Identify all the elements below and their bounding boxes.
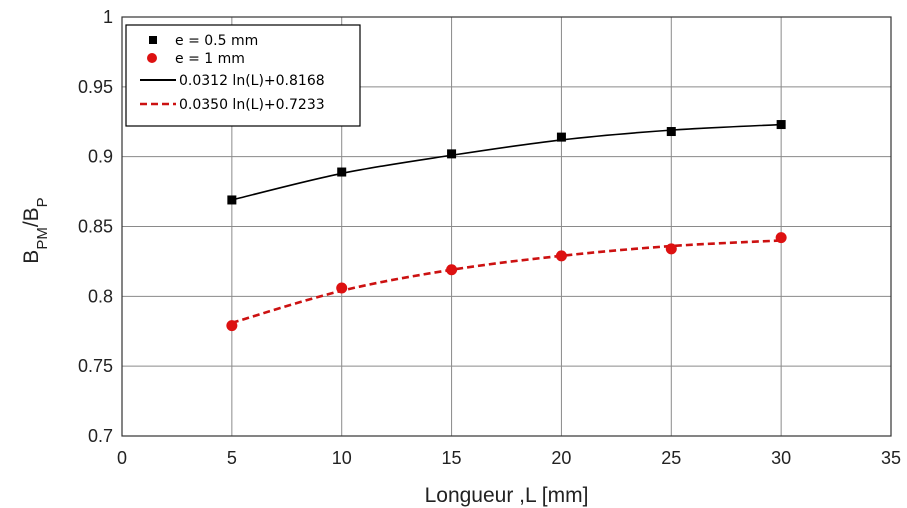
y-axis-title-sub1: PM bbox=[34, 227, 51, 250]
data-point-e1 bbox=[446, 264, 458, 276]
data-point-e05 bbox=[776, 120, 786, 130]
series-line-e1-fit bbox=[231, 239, 782, 325]
legend-label: e = 1 mm bbox=[175, 51, 245, 67]
x-axis-title: Longueur ,L [mm] bbox=[425, 484, 589, 507]
legend-label: 0.0350 ln(L)+0.7233 bbox=[179, 97, 325, 113]
y-tick-label: 0.75 bbox=[78, 356, 113, 376]
data-point-e1 bbox=[336, 282, 348, 294]
series-layer bbox=[226, 120, 787, 332]
x-tick-label: 5 bbox=[227, 448, 237, 468]
y-tick-label: 0.7 bbox=[88, 426, 113, 446]
legend-label: e = 0.5 mm bbox=[175, 33, 258, 49]
data-point-e1 bbox=[226, 320, 238, 332]
data-point-e1 bbox=[555, 250, 567, 262]
legend-marker-e05 bbox=[149, 36, 157, 44]
series-line-e05-fit bbox=[231, 123, 782, 201]
x-axis: 0 5 10 15 20 25 30 35 bbox=[117, 448, 901, 468]
x-tick-label: 0 bbox=[117, 448, 127, 468]
data-point-e05 bbox=[556, 132, 566, 142]
legend-box bbox=[125, 24, 361, 127]
plot-frame bbox=[121, 16, 892, 437]
y-axis-title-sep: /B bbox=[20, 207, 43, 227]
y-axis-title-sub2: P bbox=[34, 197, 51, 207]
legend-label: 0.0312 ln(L)+0.8168 bbox=[179, 73, 325, 89]
x-tick-label: 35 bbox=[881, 448, 901, 468]
y-axis-title: BPM/BP bbox=[20, 197, 51, 263]
legend-marker-e1 bbox=[147, 53, 157, 63]
y-tick-label: 0.8 bbox=[88, 286, 113, 306]
y-tick-label: 0.9 bbox=[88, 147, 113, 167]
data-point-e05 bbox=[227, 195, 237, 205]
data-point-e05 bbox=[337, 167, 347, 177]
grid bbox=[121, 16, 892, 437]
data-point-e1 bbox=[775, 232, 787, 244]
x-tick-label: 30 bbox=[771, 448, 791, 468]
x-tick-label: 10 bbox=[332, 448, 352, 468]
x-tick-label: 15 bbox=[442, 448, 462, 468]
y-axis-title-base: B bbox=[20, 250, 43, 264]
x-tick-label: 25 bbox=[661, 448, 681, 468]
data-point-e05 bbox=[447, 149, 457, 159]
legend: e = 0.5 mm e = 1 mm 0.0312 ln(L)+0.8168 0.0… bbox=[125, 24, 361, 127]
y-tick-label: 0.95 bbox=[78, 77, 113, 97]
y-tick-label: 0.85 bbox=[78, 217, 113, 237]
y-tick-label: 1 bbox=[103, 7, 113, 27]
y-axis: 0.7 0.75 0.8 0.85 0.9 0.95 1 bbox=[78, 7, 113, 446]
data-point-e05 bbox=[666, 127, 676, 137]
x-tick-label: 20 bbox=[551, 448, 571, 468]
data-point-e1 bbox=[665, 243, 677, 255]
